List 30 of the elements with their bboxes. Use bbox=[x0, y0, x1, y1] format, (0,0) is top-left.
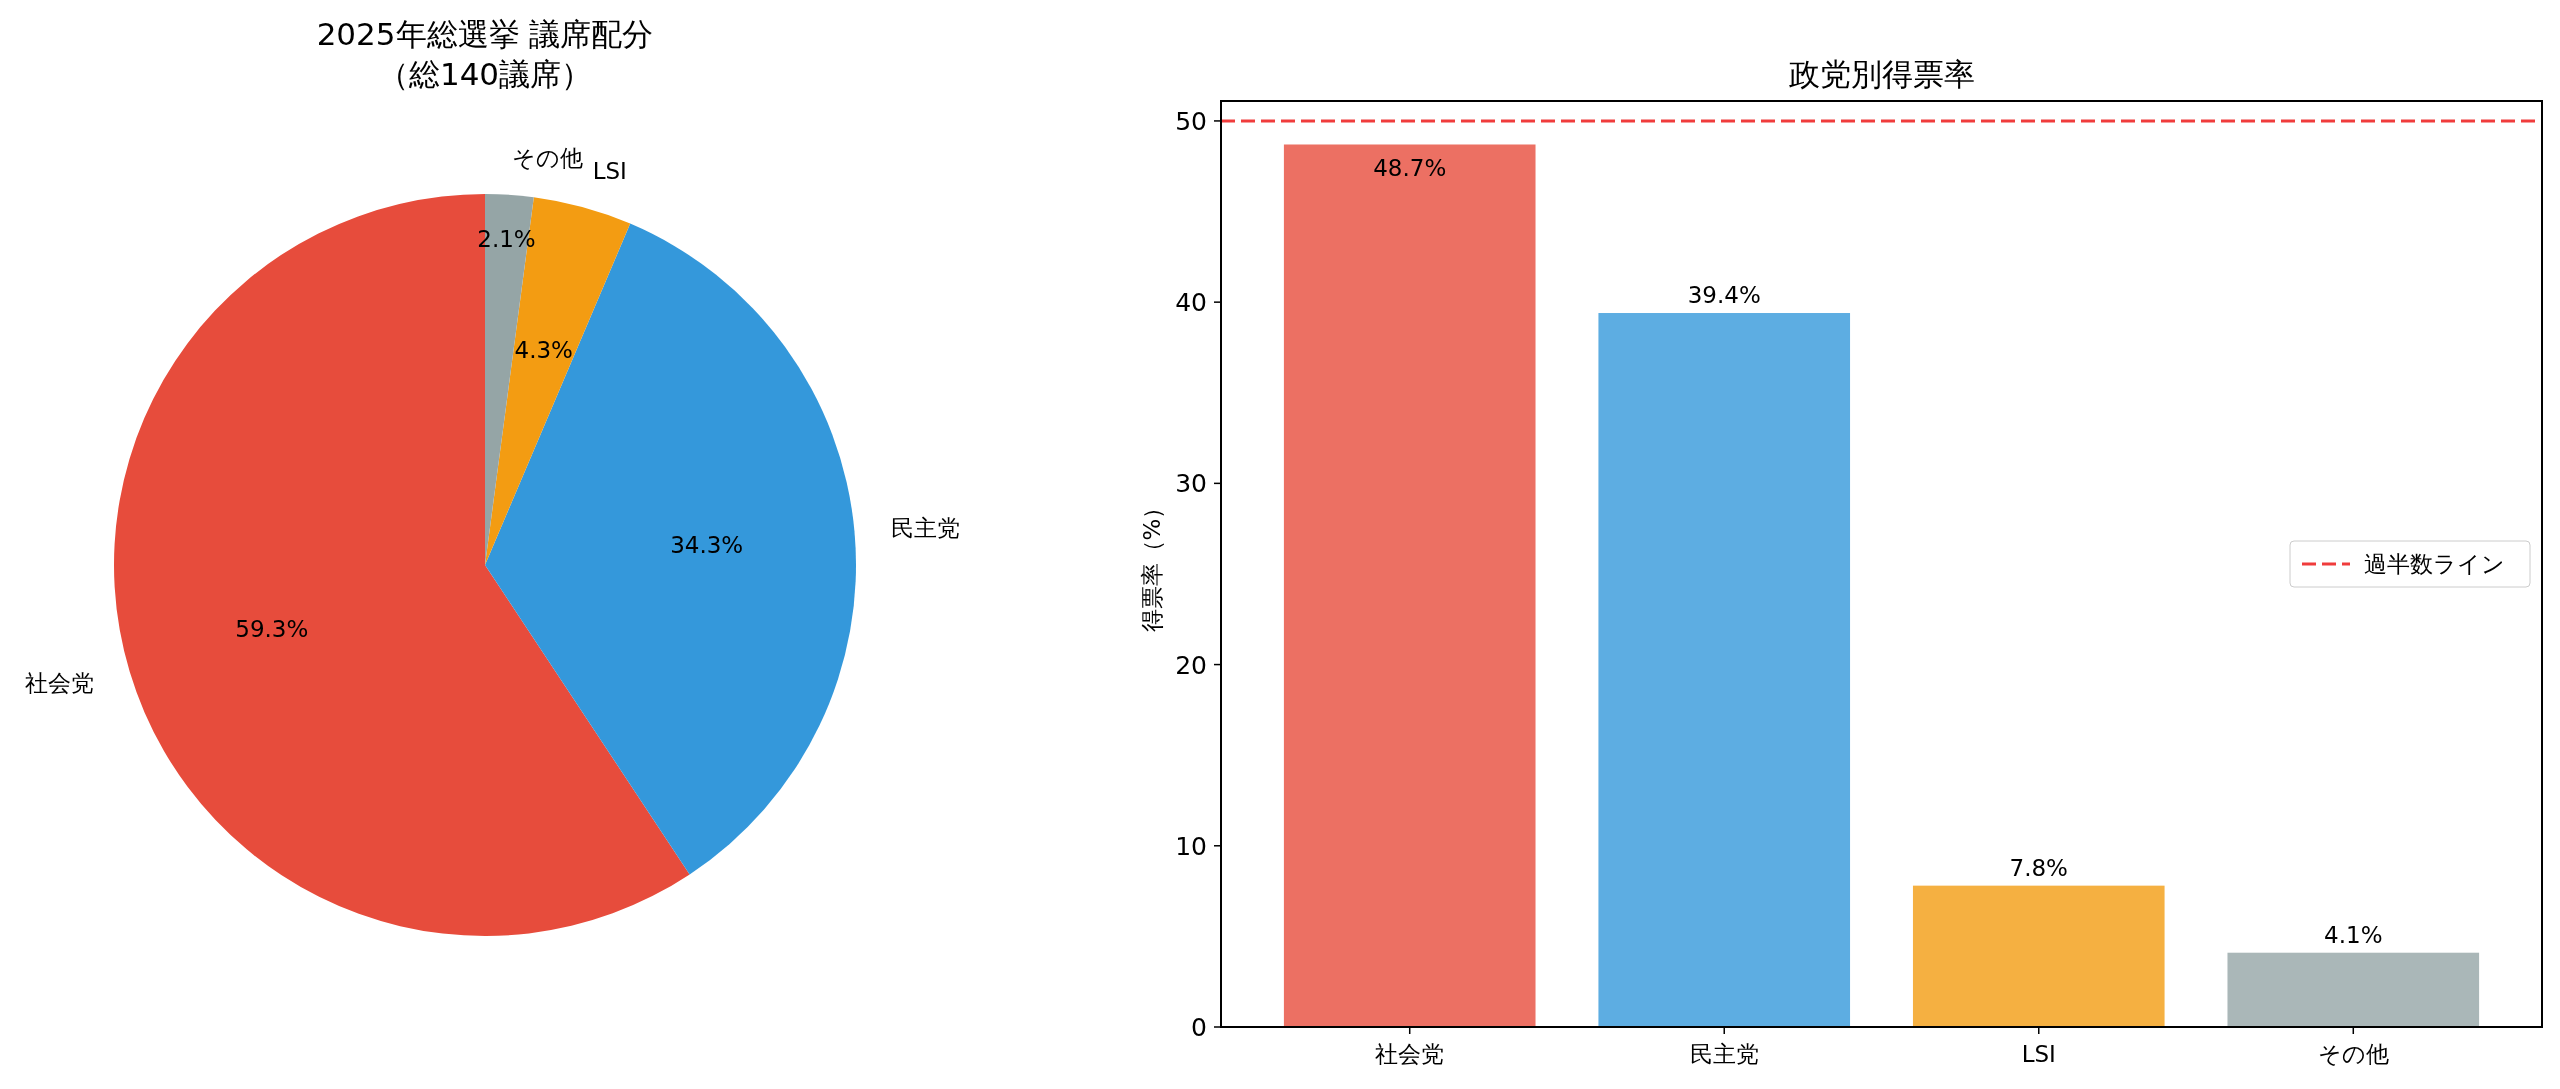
slice-label: LSI bbox=[592, 158, 627, 185]
data-label: 48.7% bbox=[1373, 155, 1447, 182]
y-tick-label: 0 bbox=[1191, 1013, 1207, 1042]
x-tick-label: LSI bbox=[2021, 1041, 2056, 1067]
slice-label: 民主党 bbox=[891, 514, 961, 541]
x-tick-label: その他 bbox=[2317, 1041, 2389, 1067]
slice-label: 社会党 bbox=[25, 669, 95, 696]
data-label: 39.4% bbox=[1687, 282, 1761, 309]
chart-title: 2025年総選挙 議席配分 bbox=[316, 16, 654, 52]
bar bbox=[1283, 144, 1536, 1027]
data-label: 59.3% bbox=[235, 616, 309, 643]
bar bbox=[1912, 885, 2165, 1027]
slice-label: その他 bbox=[511, 144, 583, 171]
y-tick-label: 30 bbox=[1175, 469, 1207, 499]
x-tick-label: 社会党 bbox=[1375, 1041, 1445, 1067]
chart-subtitle: （総140議席） bbox=[377, 56, 593, 92]
y-tick-label: 20 bbox=[1175, 650, 1207, 680]
data-label: 4.3% bbox=[514, 337, 573, 364]
y-tick-label: 50 bbox=[1175, 106, 1207, 136]
bar bbox=[1598, 313, 1851, 1027]
y-axis-title: 得票率（%） bbox=[1139, 495, 1165, 633]
data-label: 34.3% bbox=[670, 531, 744, 558]
bar bbox=[2227, 952, 2480, 1027]
data-label: 7.8% bbox=[2009, 854, 2068, 881]
chart-title: 政党別得票率 bbox=[1788, 56, 1975, 92]
x-tick-label: 民主党 bbox=[1689, 1041, 1759, 1067]
y-tick-label: 40 bbox=[1175, 288, 1207, 318]
legend-label: 過半数ライン bbox=[2364, 551, 2505, 577]
data-label: 4.1% bbox=[2324, 921, 2383, 948]
y-tick-label: 10 bbox=[1175, 831, 1207, 861]
